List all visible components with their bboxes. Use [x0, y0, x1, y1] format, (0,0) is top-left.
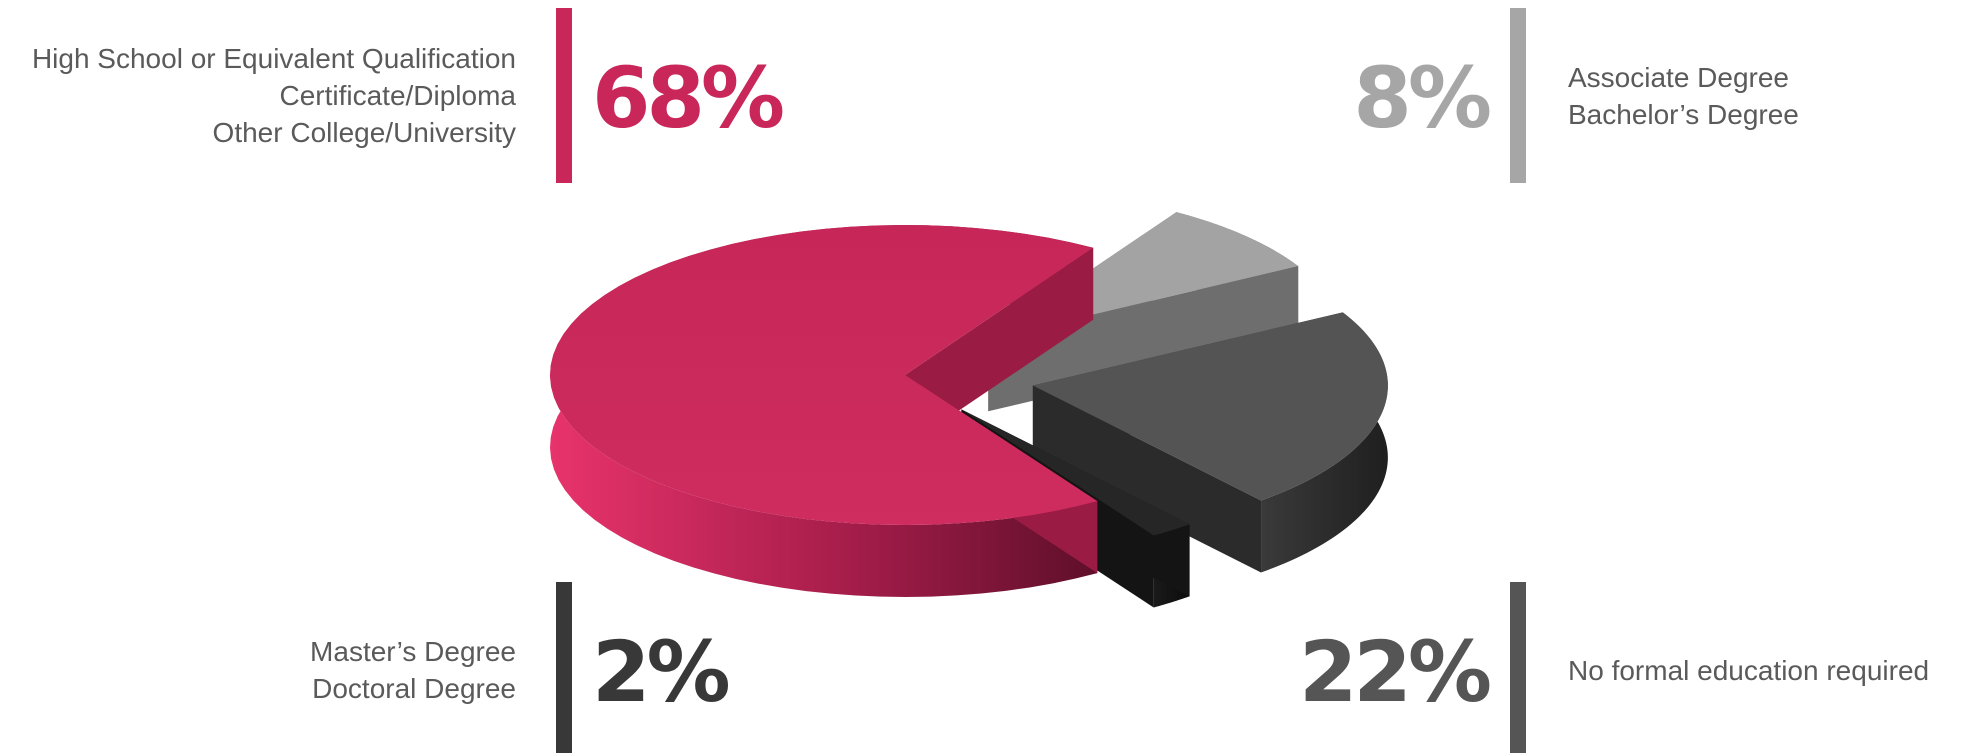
- percent-label-top-left: 68%: [592, 49, 785, 147]
- percent-label-top-right: 8%: [1353, 49, 1492, 147]
- legend-line: Master’s Degree: [310, 636, 516, 667]
- callout-bar-bottom-left: [556, 582, 572, 753]
- legend-line: Doctoral Degree: [312, 673, 516, 704]
- pie-slice-68-wall: [905, 247, 1094, 447]
- percent-label-bottom-right: 22%: [1298, 623, 1492, 721]
- legend-line: No formal education required: [1568, 655, 1930, 686]
- legend-line: Other College/University: [212, 117, 516, 148]
- legend-text-top-right: Associate Degree Bachelor’s Degree: [1568, 59, 1799, 133]
- legend-line: Certificate/Diploma: [279, 80, 516, 111]
- callout-bar-top-left: [556, 8, 572, 183]
- legend-text-bottom-right: No formal education required: [1568, 652, 1929, 689]
- callout-bar-bottom-right: [1510, 582, 1526, 753]
- pie-slice-68: [550, 225, 1098, 597]
- legend-line: Associate Degree: [1568, 62, 1790, 93]
- pie-slice-22: [1032, 312, 1388, 573]
- pie-slice-2-top: [961, 409, 1190, 536]
- percent-label-bottom-left: 2%: [592, 623, 731, 721]
- pie-slice-68-top: [550, 225, 1098, 525]
- pie-slice-8-wall: [988, 266, 1299, 412]
- legend-text-top-left: High School or Equivalent Qualification …: [32, 40, 516, 151]
- legend-line: Bachelor’s Degree: [1568, 99, 1799, 130]
- pie-slice-22-wall: [1032, 385, 1262, 573]
- callout-bar-top-right: [1510, 8, 1526, 183]
- legend-line: High School or Equivalent Qualification: [31, 43, 516, 74]
- legend-text-bottom-left: Master’s Degree Doctoral Degree: [310, 633, 516, 707]
- pie-slice-22-top: [1032, 312, 1388, 501]
